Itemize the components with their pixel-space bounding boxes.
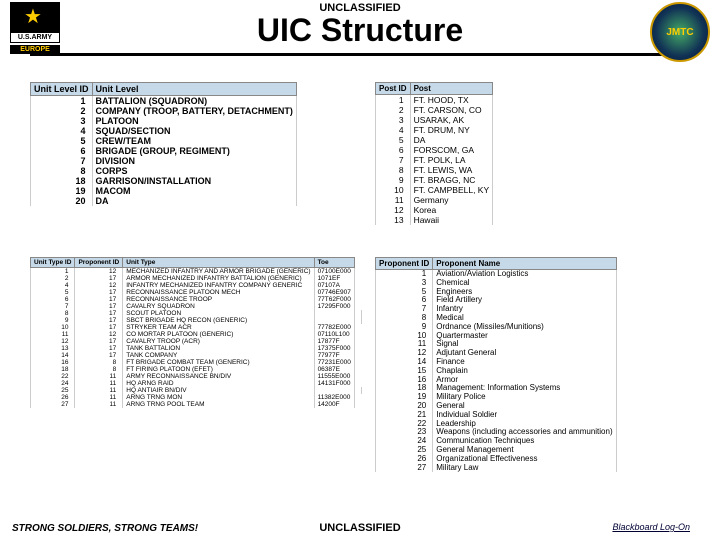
table-row: 12Korea [376, 205, 493, 215]
col-header: Proponent ID [376, 258, 433, 270]
col-header: Post [410, 83, 493, 95]
table-row: 15Chaplain [376, 367, 617, 376]
table-row: 5DA [376, 135, 493, 145]
table-row: 1217CAVALRY TROOP (ACR)17877F [31, 338, 362, 345]
blackboard-link[interactable]: Blackboard Log-On [612, 522, 690, 532]
table-row: 11Germany [376, 195, 493, 205]
table-row: 2COMPANY (TROOP, BATTERY, DETACHMENT) [31, 106, 297, 116]
army-logo: U.S.ARMY EUROPE [10, 2, 60, 54]
col-header: Proponent ID [75, 258, 123, 268]
table-row: 2FT. CARSON, CO [376, 105, 493, 115]
table-row: 26Organizational Effectiveness [376, 455, 617, 464]
slide-header: U.S.ARMY EUROPE JMTC UNCLASSIFIED UIC St… [0, 0, 720, 78]
table-row: 7DIVISION [31, 156, 297, 166]
table-row: 14Finance [376, 358, 617, 367]
col-header: Unit Level ID [31, 83, 93, 96]
table-row: 1417TANK COMPANY77977F [31, 352, 362, 359]
table-row: 27Military Law [376, 464, 617, 473]
table-row: 7FT. POLK, LA [376, 155, 493, 165]
table-row: 2611ARNG TRNG MON11382E000 [31, 394, 362, 401]
table-row: 3Chemical [376, 279, 617, 288]
table-row: 112MECHANIZED INFANTRY AND ARMOR BRIGADE… [31, 268, 362, 276]
table-row: 7Infantry [376, 305, 617, 314]
table-row: 1317TANK BATTALION17375F000 [31, 345, 362, 352]
table-row: 18Management: Information Systems [376, 384, 617, 393]
table-row: 1112CO MORTAR PLATOON (GENERIC)07110L100 [31, 331, 362, 338]
table-row: 10FT. CAMPBELL, KY [376, 185, 493, 195]
table-row: 5CREW/TEAM [31, 136, 297, 146]
table-row: 1017STRYKER TEAM ACR77782E000 [31, 324, 362, 331]
table-post: Post IDPost1FT. HOOD, TX2FT. CARSON, CO3… [375, 82, 493, 225]
table-row: 917SBCT BRIGADE HQ RECON (GENERIC) [31, 317, 362, 324]
col-header: Unit Level [92, 83, 296, 96]
table-row: 6Field Artillery [376, 296, 617, 305]
table-row: 168FT BRIGADE COMBAT TEAM (GENERIC)77231… [31, 359, 362, 366]
table-unit-level: Unit Level IDUnit Level1BATTALION (SQUAD… [30, 82, 297, 206]
table-row: 6FORSCOM, GA [376, 145, 493, 155]
table-row: 1FT. HOOD, TX [376, 95, 493, 106]
table-row: 8FT. LEWIS, WA [376, 165, 493, 175]
col-header: Proponent Name [433, 258, 616, 270]
table-row: 9Ordnance (Missiles/Munitions) [376, 323, 617, 332]
table-row: 4FT. DRUM, NY [376, 125, 493, 135]
table-row: 817SCOUT PLATOON [31, 310, 362, 317]
table-row: 2211ARMY RECONNAISSANCE BN/DIV11555E000 [31, 373, 362, 380]
jmtc-logo: JMTC [650, 2, 710, 62]
table-row: 412INFANTRY MECHANIZED INFANTRY COMPANY … [31, 282, 362, 289]
table-row: 4SQUAD/SECTION [31, 126, 297, 136]
title-rule [30, 53, 690, 56]
table-row: 6BRIGADE (GROUP, REGIMENT) [31, 146, 297, 156]
col-header: Unit Type [123, 258, 314, 268]
table-row: 8CORPS [31, 166, 297, 176]
table-row: 20DA [31, 196, 297, 206]
table-row: 1BATTALION (SQUADRON) [31, 96, 297, 107]
army-logo-text1: U.S.ARMY [10, 32, 60, 43]
col-header: Post ID [376, 83, 411, 95]
table-row: 10Quartermaster [376, 332, 617, 341]
table-row: 5Engineers [376, 288, 617, 297]
table-row: 2511HQ ANTIAIR BN/DIV [31, 387, 362, 394]
slide-footer: STRONG SOLDIERS, STRONG TEAMS! UNCLASSIF… [0, 516, 720, 536]
table-row: 2411HQ ARNG RAID14131F000 [31, 380, 362, 387]
table-row: 717CAVALRY SQUADRON17295F000 [31, 303, 362, 310]
slide-title: UIC Structure [0, 12, 720, 49]
table-row: 9FT. BRAGG, NC [376, 175, 493, 185]
table-row: 2711ARNG TRNG POOL TEAM14200F [31, 401, 362, 408]
table-row: 188FT FIRING PLATOON (EFET)06387E [31, 366, 362, 373]
col-header: Toe [314, 258, 354, 268]
table-row: 18GARRISON/INSTALLATION [31, 176, 297, 186]
table-unit-type: Unit Type IDProponent IDUnit TypeToe112M… [30, 257, 362, 408]
table-row: 3USARAK, AK [376, 115, 493, 125]
table-row: 3PLATOON [31, 116, 297, 126]
content-area: Unit Level IDUnit Level1BATTALION (SQUAD… [30, 82, 690, 510]
table-row: 19MACOM [31, 186, 297, 196]
table-row: 1Aviation/Aviation Logistics [376, 270, 617, 279]
army-logo-text2: EUROPE [10, 45, 60, 54]
table-row: 13Hawaii [376, 215, 493, 225]
table-row: 217ARMOR MECHANIZED INFANTRY BATTALION (… [31, 275, 362, 282]
table-row: 617RECONNAISSANCE TROOP77T62F000 [31, 296, 362, 303]
table-proponent: Proponent IDProponent Name1Aviation/Avia… [375, 257, 617, 472]
table-row: 19Military Police [376, 393, 617, 402]
col-header: Unit Type ID [31, 258, 75, 268]
table-row: 12Adjutant General [376, 349, 617, 358]
table-row: 517RECONNAISSANCE PLATOON MECH07746E907 [31, 289, 362, 296]
table-row: 21Individual Soldier [376, 411, 617, 420]
